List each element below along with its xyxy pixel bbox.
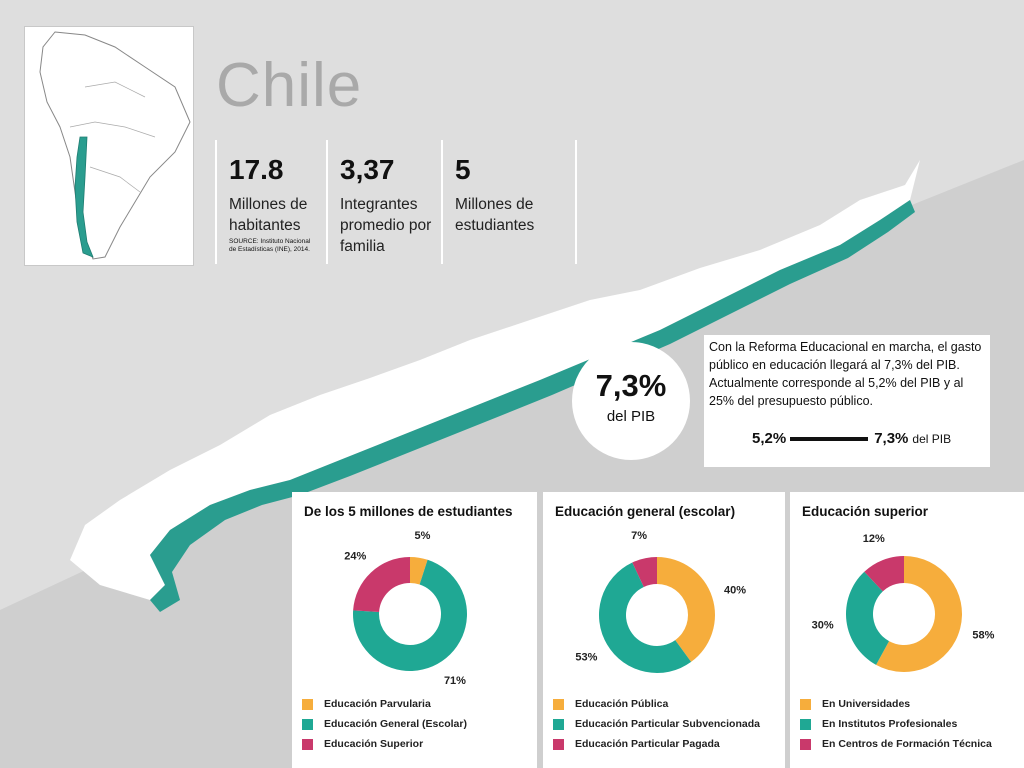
donut-slice [599,562,692,673]
donut-slice [410,557,428,585]
legend-label: Educación Particular Pagada [575,738,720,750]
chart-legend: Educación Pública Educación Particular Su… [553,694,760,754]
chart-title: De los 5 millones de estudiantes [304,504,513,519]
slice-label: 71% [444,675,466,687]
legend-item: Educación Particular Subvencionada [553,714,760,734]
slice-label: 7% [631,530,647,542]
legend-item: En Institutos Profesionales [800,714,992,734]
legend-swatch [302,698,313,710]
slice-label: 53% [575,652,597,664]
slice-label: 24% [344,551,366,563]
slice-label: 12% [863,533,885,545]
slice-label: 58% [972,629,994,641]
chart-title: Educación general (escolar) [555,504,736,519]
panel-divider [539,500,541,768]
donut-slice [846,571,890,665]
donut-chart-higher: 58% 30% 12% [812,533,995,672]
legend-swatch [302,738,313,750]
stat-family-size: 3,37 Integrantes promedio por familia [326,140,442,264]
chart-legend: En Universidades En Institutos Profesiona… [800,694,992,754]
stat-divider [575,140,577,264]
stat-value: 3,37 [340,154,395,185]
chart-panel-general: Educación general (escolar) 40% 53% 7% Edu… [543,492,785,768]
gdp-badge-label: del PIB [606,408,656,425]
legend-swatch [302,718,313,730]
legend-item: En Centros de Formación Técnica [800,734,992,754]
donut-chart-students: 5% 71% 24% [344,530,467,687]
legend-item: En Universidades [800,694,992,714]
slice-label: 40% [724,585,746,597]
chart-panel-students: De los 5 millones de estudiantes 5% 71% 24… [292,492,537,768]
legend-item: Educación General (Escolar) [302,714,467,734]
legend-label: En Universidades [822,698,911,710]
reform-note: Con la Reforma Educacional en marcha, el… [704,335,990,467]
chart-legend: Educación Parvularia Educación General (E… [302,694,467,754]
stat-source: SOURCE: Instituto Nacional de Estadístic… [229,238,311,253]
legend-item: Educación Particular Pagada [553,734,760,754]
legend-item: Educación Superior [302,734,467,754]
legend-item: Educación Pública [553,694,760,714]
gdp-badge-value: 7,3% [595,368,667,403]
slice-label: 30% [812,619,834,631]
donut-slice [632,557,657,587]
chart-title: Educación superior [802,504,929,519]
gdp-from: 5,2% [752,430,787,447]
donut-chart-general: 40% 53% 7% [575,530,746,673]
chile-map-3d [70,160,920,612]
stat-label: Millones de estudiantes [455,196,535,234]
gdp-to: 7,3% [874,430,909,447]
legend-label: En Institutos Profesionales [822,718,958,730]
stat-value: 17.8 [229,154,284,185]
donut-slice [864,556,904,592]
donut-slice [353,559,467,671]
reform-note-text: Con la Reforma Educacional en marcha, el… [709,340,982,408]
legend-swatch [553,718,564,730]
donut-slice [353,557,410,613]
legend-swatch [800,698,811,710]
legend-label: Educación Superior [324,738,424,750]
gdp-progression: 5,2% 7,3% del PIB [752,430,951,447]
legend-label: Educación Particular Subvencionada [575,718,760,730]
legend-swatch [553,738,564,750]
legend-label: En Centros de Formación Técnica [822,738,992,750]
south-america-locator-map [24,26,194,266]
donut-slice [876,556,962,672]
page-title: Chile [216,51,363,120]
legend-label: Educación General (Escolar) [324,718,467,730]
donut-slice [657,557,715,662]
gdp-badge: 7,3% del PIB [572,342,690,460]
stat-population: 17.8 Millones de habitantes SOURCE: Inst… [215,140,334,264]
gdp-suffix: del PIB [912,431,952,446]
panel-divider [786,500,788,768]
stat-label: Integrantes promedio por familia [340,196,432,255]
chart-panel-higher: Educación superior 58% 30% 12% En Universi… [790,492,1024,768]
legend-swatch [800,718,811,730]
slice-label: 5% [415,530,431,542]
legend-label: Educación Pública [575,698,669,710]
legend-label: Educación Parvularia [324,698,431,710]
legend-item: Educación Parvularia [302,694,467,714]
locator-map-svg [39,31,191,260]
legend-swatch [553,698,564,710]
gdp-arrow-line [790,436,869,441]
legend-swatch [800,738,811,750]
stat-students: 5 Millones de estudiantes [441,140,575,264]
stat-label: Millones de habitantes [229,196,308,234]
stat-value: 5 [455,154,471,185]
